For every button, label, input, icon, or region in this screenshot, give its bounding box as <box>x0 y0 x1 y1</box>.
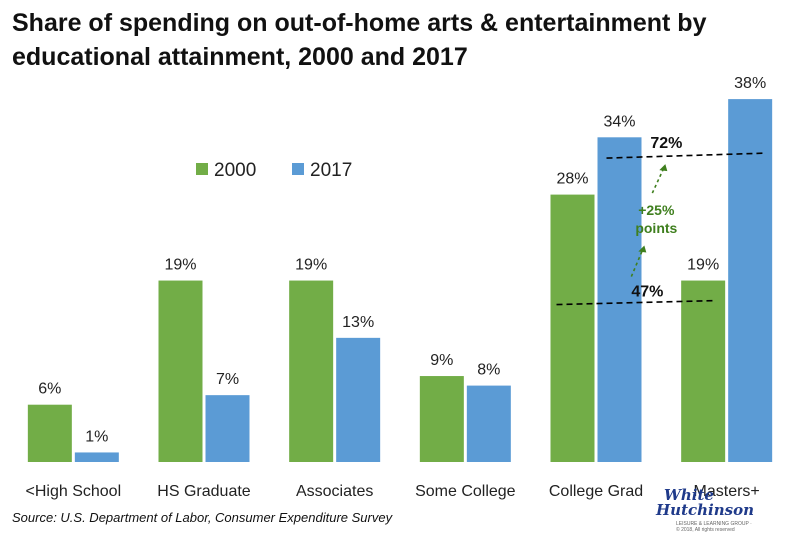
data-label-2000-3: 9% <box>430 352 453 369</box>
upper-reference-line <box>606 152 767 159</box>
x-tick-label-4: College Grad <box>549 483 643 500</box>
x-tick-label-5: Masters+ <box>694 483 760 500</box>
data-label-2017-0: 1% <box>85 428 108 445</box>
bar-2000-4 <box>550 194 595 462</box>
x-tick-label-1: HS Graduate <box>157 483 250 500</box>
lower-reference-line <box>556 299 717 306</box>
bar-2017-5 <box>728 99 773 462</box>
x-tick-label-2: Associates <box>296 483 373 500</box>
data-label-2000-0: 6% <box>38 381 61 398</box>
white-hutchinson-logo: White Hutchinson LEISURE & LEARNING GROU… <box>656 486 756 538</box>
data-label-2000-1: 19% <box>164 257 196 274</box>
data-label-2017-5: 38% <box>734 75 766 92</box>
bar-2017-2 <box>336 337 381 462</box>
change-arrow-bottom-head <box>638 245 647 253</box>
bar-2000-2 <box>289 280 334 462</box>
change-label-line-1: +25% <box>638 202 675 218</box>
x-tick-label-3: Some College <box>415 483 516 500</box>
legend-label-2000: 2000 <box>214 160 256 181</box>
logo-line-3: LEISURE & LEARNING GROUP · © 2018, All r… <box>676 521 752 533</box>
bar-2017-3 <box>466 385 511 462</box>
x-tick-label-0: <High School <box>26 483 122 500</box>
data-label-2017-2: 13% <box>342 314 374 331</box>
bar-2017-4 <box>597 137 642 463</box>
legend-label-2017: 2017 <box>310 160 352 181</box>
bar-2000-5 <box>681 280 726 462</box>
data-label-2000-4: 28% <box>556 171 588 188</box>
chart-title: Share of spending on out-of-home arts & … <box>12 9 707 71</box>
change-label-line-2: points <box>635 220 677 236</box>
change-arrow-top-head <box>659 164 668 172</box>
bar-2000-3 <box>419 376 464 462</box>
lower-value-label: 47% <box>631 284 663 301</box>
bar-2000-1 <box>158 280 203 462</box>
data-label-2017-4: 34% <box>603 113 635 130</box>
bar-2017-0 <box>74 452 119 462</box>
source-note: Source: U.S. Department of Labor, Consum… <box>12 510 393 525</box>
upper-value-label: 72% <box>650 135 682 152</box>
data-label-2017-1: 7% <box>216 371 239 388</box>
logo-line-1: White <box>664 486 714 504</box>
data-label-2000-5: 19% <box>687 257 719 274</box>
bar-2000-0 <box>27 404 72 462</box>
change-arrow-top-shaft <box>651 168 665 194</box>
data-label-2017-3: 8% <box>477 362 500 379</box>
change-arrow-bottom-shaft <box>630 250 644 277</box>
logo-line-2: Hutchinson <box>656 501 755 519</box>
legend-swatch-2000 <box>196 163 208 175</box>
bar-2017-1 <box>205 395 250 462</box>
legend-swatch-2017 <box>292 163 304 175</box>
data-label-2000-2: 19% <box>295 257 327 274</box>
